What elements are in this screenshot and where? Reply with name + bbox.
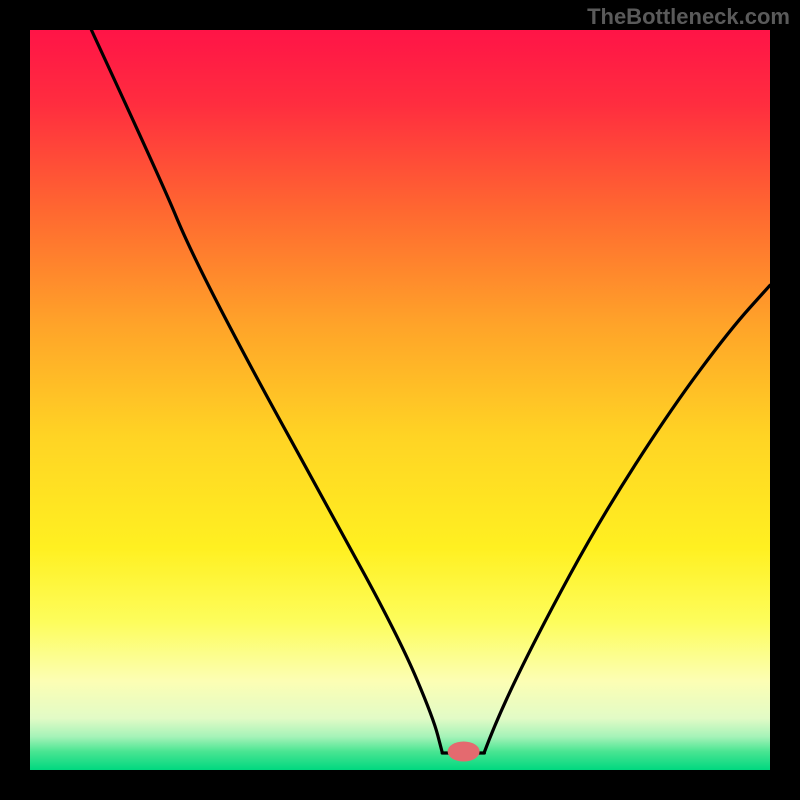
bottleneck-chart: [0, 0, 800, 800]
chart-container: TheBottleneck.com: [0, 0, 800, 800]
watermark-text: TheBottleneck.com: [587, 4, 790, 30]
optimal-marker: [448, 742, 480, 762]
